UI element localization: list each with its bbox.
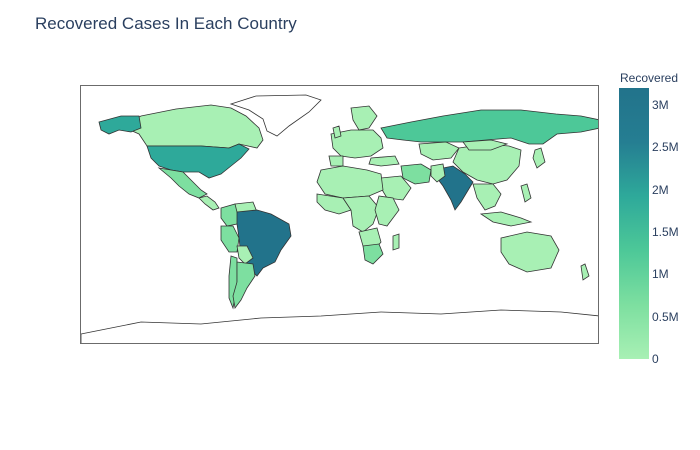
country-russia[interactable] bbox=[380, 109, 599, 145]
country-bolivia[interactable] bbox=[236, 245, 254, 265]
colorbar-tick-label: 0 bbox=[652, 352, 659, 366]
country-spain[interactable] bbox=[328, 155, 344, 167]
colorbar-tick-label: 1.5M bbox=[652, 224, 679, 239]
country-central-africa[interactable] bbox=[342, 195, 380, 233]
country-united-kingdom[interactable] bbox=[332, 125, 342, 139]
country-indonesia[interactable] bbox=[479, 211, 533, 227]
country-central-america[interactable] bbox=[198, 195, 220, 211]
country-kazakhstan[interactable] bbox=[418, 141, 460, 161]
country-japan[interactable] bbox=[532, 147, 546, 169]
world-map[interactable] bbox=[81, 86, 599, 344]
country-philippines[interactable] bbox=[520, 183, 532, 203]
country-canada[interactable] bbox=[120, 104, 264, 149]
country-pakistan[interactable] bbox=[430, 163, 446, 183]
country-argentina[interactable] bbox=[232, 261, 256, 309]
chart-title: Recovered Cases In Each Country bbox=[35, 14, 297, 33]
country-mexico[interactable] bbox=[157, 167, 208, 199]
country-turkey[interactable] bbox=[368, 155, 400, 167]
colorbar bbox=[619, 88, 649, 359]
country-peru[interactable] bbox=[220, 225, 240, 253]
colorbar-title: Recovered bbox=[620, 71, 679, 85]
country-australia[interactable] bbox=[500, 231, 560, 273]
country-europe[interactable] bbox=[330, 129, 384, 159]
country-united-states[interactable] bbox=[146, 143, 250, 179]
country-south-africa[interactable] bbox=[362, 243, 384, 265]
country-new-zealand[interactable] bbox=[580, 263, 590, 281]
country-mongolia[interactable] bbox=[462, 139, 509, 151]
colorbar-tick-label: 0.5M bbox=[652, 309, 679, 324]
colorbar-gradient bbox=[619, 88, 649, 359]
country-scandinavia[interactable] bbox=[350, 105, 378, 131]
colorbar-tick-label: 3M bbox=[652, 97, 669, 112]
colorbar-tick-label: 1M bbox=[652, 267, 669, 282]
country-southeast-asia[interactable] bbox=[472, 183, 502, 211]
country-east-africa[interactable] bbox=[374, 195, 400, 227]
country-madagascar[interactable] bbox=[392, 233, 400, 251]
country-antarctica[interactable] bbox=[81, 309, 599, 344]
country-alaska[interactable] bbox=[98, 115, 142, 135]
country-greenland[interactable] bbox=[229, 94, 322, 137]
countries-layer bbox=[81, 94, 599, 344]
country-india[interactable] bbox=[436, 165, 474, 211]
map-frame[interactable] bbox=[80, 85, 599, 344]
colorbar-tick-label: 2M bbox=[652, 182, 669, 197]
colorbar-tick-label: 2.5M bbox=[652, 140, 679, 155]
country-north-africa[interactable] bbox=[316, 165, 384, 199]
